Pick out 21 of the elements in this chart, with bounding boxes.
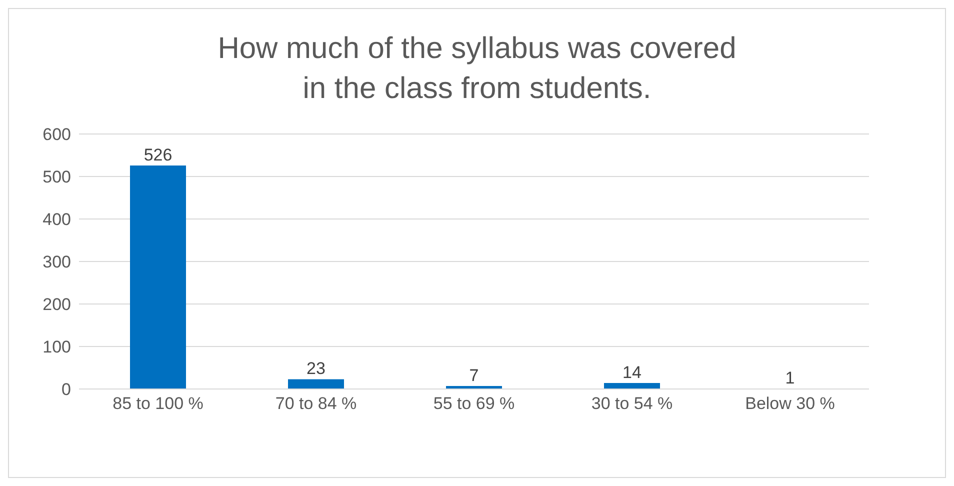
data-label: 526 — [144, 145, 172, 164]
y-tick-label: 600 — [42, 125, 71, 144]
chart-title: How much of the syllabus was covered in the class from students. — [217, 31, 737, 107]
bar — [604, 383, 660, 389]
y-tick-label: 400 — [42, 210, 71, 230]
x-tick-label: 85 to 100 % — [112, 394, 204, 414]
bar — [130, 165, 186, 389]
x-tick-label: 30 to 54 % — [591, 394, 673, 414]
data-label: 23 — [306, 359, 326, 378]
bar — [288, 379, 344, 389]
data-label: 14 — [622, 363, 642, 382]
x-tick-label: 55 to 69 % — [433, 394, 515, 414]
data-label: 1 — [785, 368, 795, 388]
y-tick-label: 0 — [62, 380, 71, 400]
x-tick-label: Below 30 % — [745, 394, 835, 414]
x-tick-label: 70 to 84 % — [275, 394, 357, 414]
y-tick-label: 500 — [42, 168, 71, 187]
y-tick-label: 100 — [42, 338, 71, 357]
y-tick-label: 300 — [42, 252, 71, 272]
y-tick-label: 200 — [42, 295, 71, 314]
data-label: 7 — [469, 366, 479, 386]
